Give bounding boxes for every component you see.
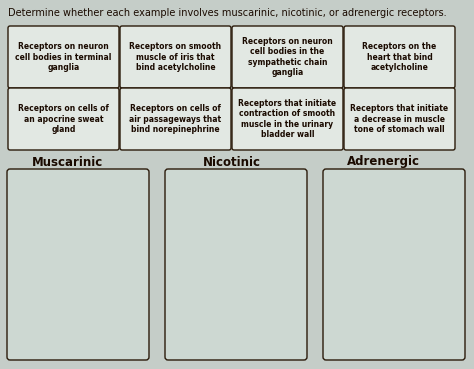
- FancyBboxPatch shape: [120, 26, 231, 88]
- FancyBboxPatch shape: [323, 169, 465, 360]
- FancyBboxPatch shape: [344, 88, 455, 150]
- Text: Receptors on cells of
an apocrine sweat
gland: Receptors on cells of an apocrine sweat …: [18, 104, 109, 134]
- FancyBboxPatch shape: [232, 26, 343, 88]
- Text: Determine whether each example involves muscarinic, nicotinic, or adrenergic rec: Determine whether each example involves …: [8, 8, 447, 18]
- Text: Adrenergic: Adrenergic: [346, 155, 419, 169]
- FancyBboxPatch shape: [8, 26, 119, 88]
- FancyBboxPatch shape: [7, 169, 149, 360]
- Text: Nicotinic: Nicotinic: [203, 155, 261, 169]
- FancyBboxPatch shape: [165, 169, 307, 360]
- FancyBboxPatch shape: [232, 88, 343, 150]
- Text: Receptors that initiate
contraction of smooth
muscle in the urinary
bladder wall: Receptors that initiate contraction of s…: [238, 99, 337, 139]
- Text: Receptors on smooth
muscle of iris that
bind acetylcholine: Receptors on smooth muscle of iris that …: [129, 42, 221, 72]
- Text: Receptors on cells of
air passageways that
bind norepinephrine: Receptors on cells of air passageways th…: [129, 104, 221, 134]
- Text: Receptors on the
heart that bind
acetylcholine: Receptors on the heart that bind acetylc…: [363, 42, 437, 72]
- FancyBboxPatch shape: [120, 88, 231, 150]
- Text: Receptors on neuron
cell bodies in terminal
ganglia: Receptors on neuron cell bodies in termi…: [15, 42, 112, 72]
- Text: Receptors on neuron
cell bodies in the
sympathetic chain
ganglia: Receptors on neuron cell bodies in the s…: [242, 37, 333, 77]
- Text: Muscarinic: Muscarinic: [32, 155, 104, 169]
- FancyBboxPatch shape: [8, 88, 119, 150]
- FancyBboxPatch shape: [344, 26, 455, 88]
- Text: Receptors that initiate
a decrease in muscle
tone of stomach wall: Receptors that initiate a decrease in mu…: [350, 104, 448, 134]
